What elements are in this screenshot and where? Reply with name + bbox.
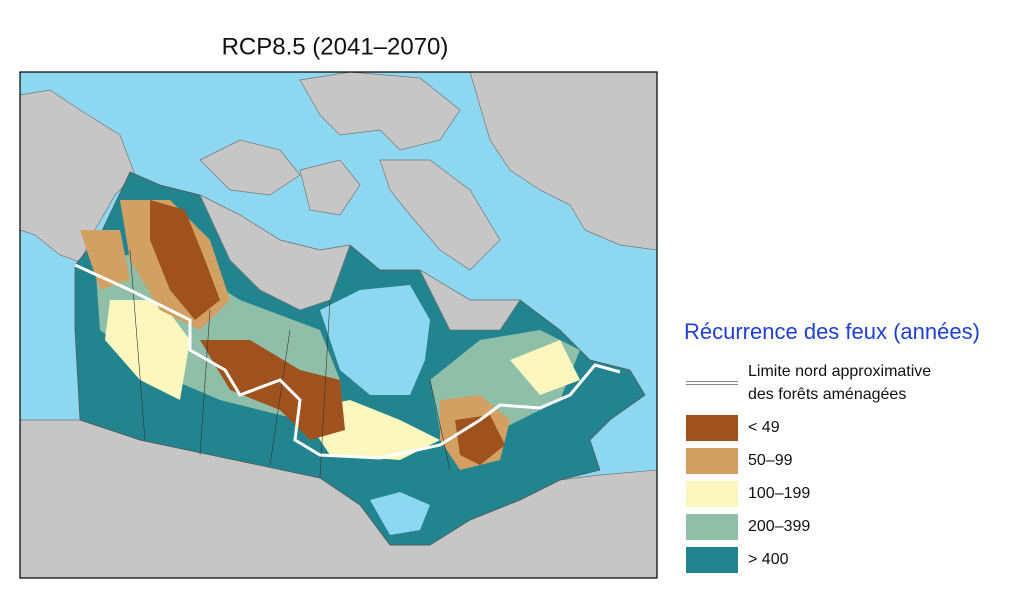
map — [19, 71, 658, 579]
legend-label: 100–199 — [748, 485, 810, 502]
map-frame — [19, 71, 658, 579]
legend-label: des forêts aménagées — [748, 386, 906, 403]
legend-classes: < 49 50–99 100–199 200–399 > 400 — [686, 415, 810, 573]
baffin-island — [379, 159, 501, 271]
zone — [150, 200, 220, 320]
zone — [200, 340, 345, 440]
map-title: RCP8.5 (2041–2070) — [222, 33, 449, 60]
legend-label: < 49 — [748, 419, 780, 436]
legend-swatch — [686, 514, 738, 540]
legend-swatch — [686, 547, 738, 573]
forest-limit — [74, 263, 621, 460]
legend-label: 200–399 — [748, 518, 810, 535]
tundra — [419, 269, 521, 331]
arctic-island — [299, 71, 461, 151]
legend-swatch — [686, 415, 738, 441]
alaska — [19, 89, 136, 263]
tundra — [199, 194, 351, 311]
hudson-bay — [320, 285, 430, 395]
zone — [105, 300, 190, 400]
great-lakes — [370, 492, 430, 535]
legend-swatch — [686, 448, 738, 474]
legend: Récurrence des feux (années) Limite nord… — [684, 319, 980, 573]
legend-title: Récurrence des feux (années) — [684, 319, 980, 344]
legend-label: Limite nord approximative — [748, 363, 931, 380]
arctic-island — [199, 139, 301, 196]
legend-label: 50–99 — [748, 452, 793, 469]
arctic-island — [299, 159, 361, 216]
zone — [80, 230, 130, 290]
legend-label: > 400 — [748, 551, 789, 568]
province-boundary — [129, 249, 451, 479]
legend-swatch — [686, 481, 738, 507]
zone — [510, 340, 580, 395]
